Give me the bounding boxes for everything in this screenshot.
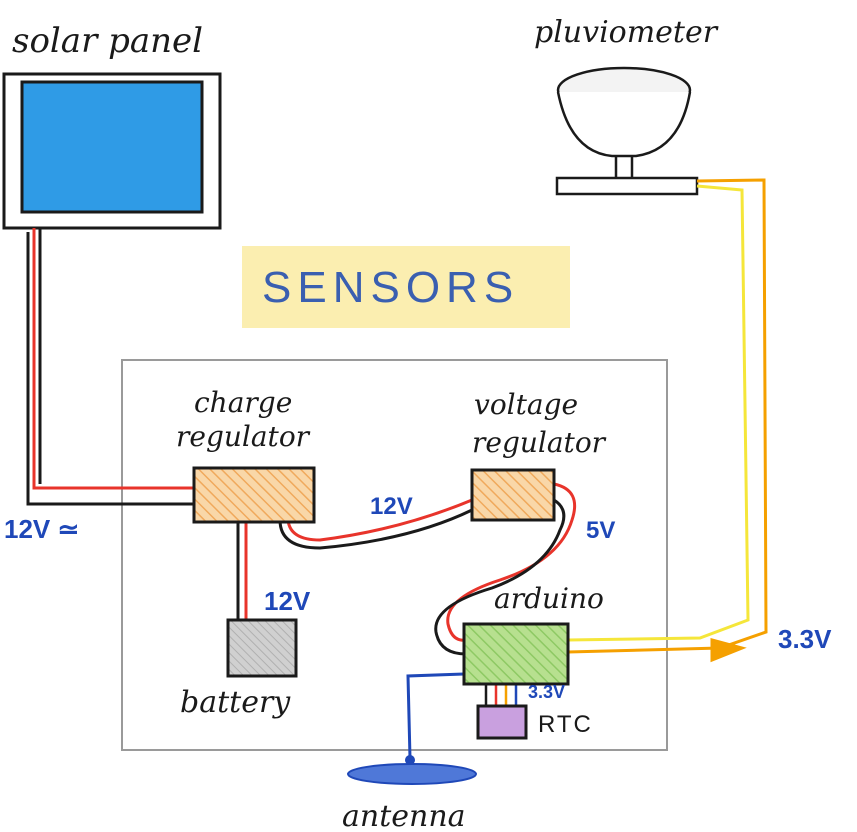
solar-panel (2, 72, 222, 230)
sensors-highlight (242, 246, 570, 328)
voltage-label-solar-input: 12V ≃ (4, 514, 79, 544)
solar-panel-label: solar panel (12, 21, 203, 61)
sensors-enclosure (121, 359, 668, 751)
voltage-label-battery: 12V (264, 586, 311, 616)
arduino-module (462, 622, 570, 686)
arduino-label: arduino (494, 582, 604, 615)
pluviometer-label: pluviometer (534, 15, 719, 50)
charge-regulator-label-line2: regulator (176, 420, 311, 453)
antenna (347, 755, 477, 785)
sensors-title: SENSORS (262, 263, 519, 312)
voltage-label-voltage-to-arduino: 5V (586, 517, 615, 544)
wire-charge-to-battery (236, 520, 248, 622)
voltage-label-charge-to-voltage: 12V (370, 493, 413, 520)
battery-module (226, 618, 298, 678)
charge-regulator-label-line1: charge (194, 386, 292, 419)
voltage-label-rtc: 3.3V (528, 682, 565, 702)
wire-charge-to-voltage (278, 498, 473, 550)
voltage-regulator-label-line1: voltage (474, 388, 578, 421)
wire-voltage-to-arduino (434, 482, 577, 656)
voltage-label-pluviometer: 3.3V (778, 624, 832, 654)
rtc-label: RTC (538, 711, 593, 738)
wire-arduino-to-antenna (406, 672, 465, 759)
wire-pluviometer-to-arduino (567, 178, 768, 663)
antenna-label: antenna (342, 799, 466, 832)
battery-label: battery (180, 685, 291, 720)
voltage-regulator-label-line2: regulator (472, 426, 607, 459)
pluviometer (555, 66, 699, 196)
wire-solar-to-charge (26, 228, 196, 506)
rtc-module (476, 704, 528, 740)
charge-regulator-module (192, 466, 316, 524)
voltage-regulator-module (470, 468, 556, 522)
wire-arduino-to-rtc (484, 684, 518, 708)
